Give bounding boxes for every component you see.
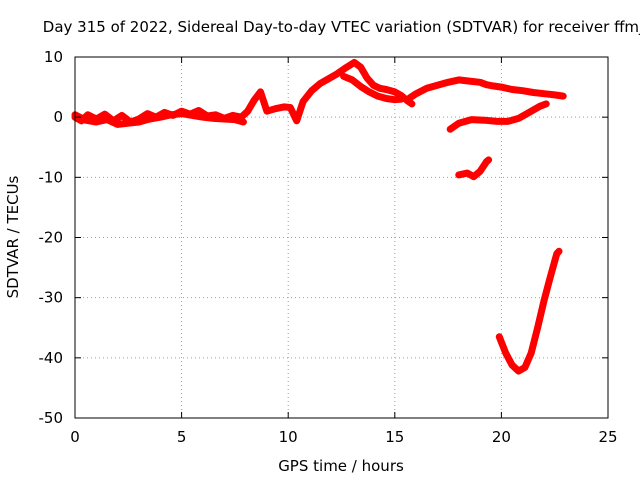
- chart-title: Day 315 of 2022, Sidereal Day-to-day VTE…: [43, 18, 640, 36]
- y-axis-label: SDTVAR / TECUs: [4, 175, 22, 298]
- y-tick-labels: -50 -40 -30 -20 -10 0 10: [39, 48, 64, 427]
- series-line-trough: [495, 247, 563, 375]
- y-tick-label: -10: [39, 168, 64, 186]
- series-line-drop-segment: [455, 156, 493, 181]
- x-axis-label: GPS time / hours: [278, 457, 404, 475]
- series-line-lower-band: [71, 110, 247, 128]
- grid: [75, 57, 608, 418]
- series-layer: [71, 58, 567, 375]
- axis-ticks: [74, 56, 609, 419]
- y-tick-label: 10: [44, 48, 63, 66]
- y-tick-label: 0: [53, 108, 63, 126]
- x-tick-label: 25: [598, 428, 617, 446]
- series-line-evening-segment: [446, 100, 550, 133]
- y-tick-label: -30: [39, 289, 64, 307]
- x-tick-label: 15: [385, 428, 404, 446]
- x-tick-labels: 0 5 10 15 20 25: [70, 428, 617, 446]
- y-tick-label: -40: [39, 349, 64, 367]
- y-tick-label: -20: [39, 229, 64, 247]
- series-line-afternoon-offset: [340, 72, 405, 104]
- x-tick-label: 0: [70, 428, 80, 446]
- x-tick-label: 10: [279, 428, 298, 446]
- x-tick-label: 5: [177, 428, 187, 446]
- y-tick-label: -50: [39, 409, 64, 427]
- series-line-late-evening: [406, 76, 567, 102]
- x-tick-label: 20: [492, 428, 511, 446]
